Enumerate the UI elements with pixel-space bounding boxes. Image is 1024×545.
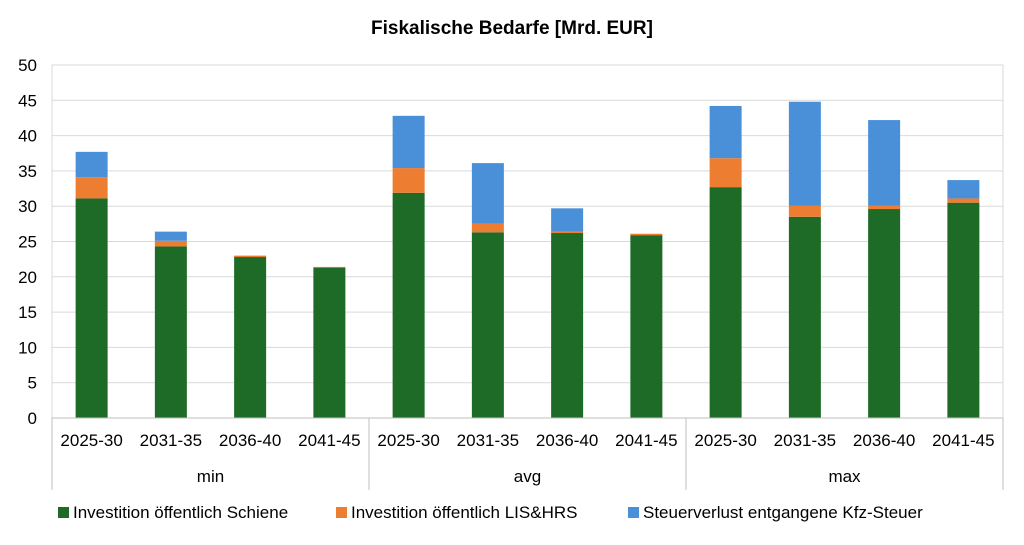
bar-segment (551, 208, 584, 232)
x-axis: 2025-30 2031-35 2036-40 2041-45 2025-30 2031-… (51, 417, 1004, 490)
bar-segment (313, 267, 346, 418)
bar-segment (630, 235, 663, 418)
y-tick-label: 40 (18, 127, 37, 146)
x-tick-label: 2025-30 (694, 431, 756, 450)
y-tick-label: 15 (18, 303, 37, 322)
bar-segment (471, 232, 504, 418)
bar-segment (154, 240, 187, 247)
x-tick-label: 2025-30 (377, 431, 439, 450)
bar-segment (234, 257, 267, 418)
legend: Investition öffentlich Schiene Investitio… (58, 503, 923, 522)
x-tick-label: 2031-35 (774, 431, 836, 450)
bar-segment (75, 198, 108, 418)
bar-segment (709, 105, 742, 159)
bar-segment (471, 223, 504, 233)
bar-segment (709, 187, 742, 418)
bar-segment (868, 205, 901, 210)
bar-segment (947, 198, 980, 203)
y-tick-label: 0 (28, 409, 37, 428)
bar-segment (75, 177, 108, 199)
bar-segment (868, 120, 901, 206)
group-label: max (828, 467, 861, 486)
bar-segment (392, 168, 425, 193)
bar-segment (234, 255, 267, 258)
bar-segment (392, 192, 425, 418)
bars (75, 101, 980, 418)
y-tick-label: 30 (18, 197, 37, 216)
x-tick-label: 2036-40 (219, 431, 281, 450)
bar-segment (868, 209, 901, 418)
gridlines (51, 64, 1004, 419)
bar-segment (630, 233, 663, 236)
bar-segment (75, 151, 108, 178)
group-label: avg (514, 467, 541, 486)
legend-swatch (58, 507, 69, 518)
y-axis: 0 5 10 15 20 25 30 35 40 45 50 (18, 56, 37, 428)
bar-segment (313, 266, 346, 268)
x-tick-label: 2036-40 (853, 431, 915, 450)
bar-segment (788, 101, 821, 206)
legend-swatch (336, 507, 347, 518)
bar-segment (392, 115, 425, 169)
y-tick-label: 20 (18, 268, 37, 287)
x-tick-label: 2025-30 (60, 431, 122, 450)
legend-label: Investition öffentlich Schiene (73, 503, 288, 522)
bar-segment (947, 180, 980, 199)
bar-segment (947, 202, 980, 418)
legend-swatch (628, 507, 639, 518)
bar-segment (471, 163, 504, 224)
bar-segment (709, 158, 742, 188)
y-tick-label: 25 (18, 233, 37, 252)
x-tick-label: 2041-45 (615, 431, 677, 450)
y-tick-label: 45 (18, 91, 37, 110)
bar-segment (788, 216, 821, 418)
bar-segment (154, 246, 187, 418)
y-tick-label: 50 (18, 56, 37, 75)
x-tick-label: 2036-40 (536, 431, 598, 450)
y-tick-label: 35 (18, 162, 37, 181)
legend-label: Investition öffentlich LIS&HRS (351, 503, 577, 522)
bar-segment (154, 231, 187, 241)
bar-segment (788, 205, 821, 217)
y-tick-label: 5 (28, 374, 37, 393)
x-tick-label: 2041-45 (932, 431, 994, 450)
legend-label: Steuerverlust entgangene Kfz-Steuer (643, 503, 923, 522)
y-tick-label: 10 (18, 338, 37, 357)
chart-title: Fiskalische Bedarfe [Mrd. EUR] (371, 18, 653, 39)
bar-segment (551, 231, 584, 234)
x-tick-label: 2031-35 (457, 431, 519, 450)
group-label: min (197, 467, 224, 486)
bar-segment (551, 233, 584, 418)
x-tick-label: 2041-45 (298, 431, 360, 450)
x-tick-label: 2031-35 (140, 431, 202, 450)
